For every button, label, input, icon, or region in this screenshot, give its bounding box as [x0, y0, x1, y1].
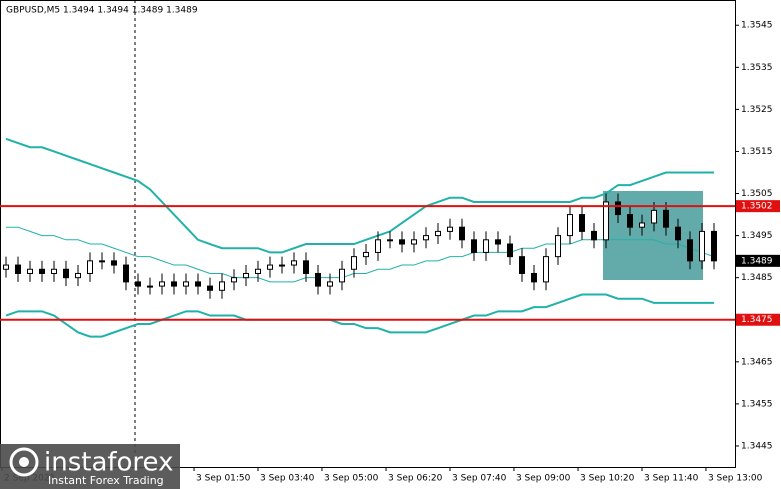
candle-body: [75, 272, 81, 279]
candle-body: [579, 214, 585, 232]
candle-body: [27, 268, 33, 274]
candle-body: [615, 201, 621, 216]
y-tick-label: 1.3515: [741, 147, 773, 157]
candle-body: [375, 239, 381, 253]
candle-body: [495, 239, 501, 245]
y-tick-label: 1.3485: [741, 273, 773, 283]
chart-title: GBPUSD,M5 1.3494 1.3494 1.3489 1.3489: [6, 6, 198, 16]
x-tick-label: 3 Sep 01:50: [196, 474, 251, 484]
candle-body: [363, 251, 369, 258]
candle-body: [507, 243, 513, 258]
candle-body: [147, 285, 153, 288]
candle-body: [291, 260, 297, 266]
candle-body: [399, 239, 405, 245]
brand: instaforex: [44, 448, 173, 478]
candle-body: [471, 239, 477, 253]
candle-body: [627, 214, 633, 228]
y-tick-label: 1.3545: [741, 21, 773, 31]
y-tick-label: 1.3495: [741, 231, 773, 241]
candle-body: [459, 226, 465, 241]
candle-body: [603, 201, 609, 241]
candle-body: [171, 281, 177, 287]
candle-body: [231, 277, 237, 283]
candle-body: [195, 281, 201, 287]
x-tick-label: 3 Sep 06:20: [388, 474, 443, 484]
candle-body: [351, 256, 357, 270]
candle-body: [87, 260, 93, 274]
y-tick-label: 1.3455: [741, 399, 773, 409]
x-tick-label: 3 Sep 03:40: [260, 474, 315, 484]
candle-body: [711, 230, 717, 262]
y-tick-label: 1.3445: [741, 441, 773, 451]
candle-body: [447, 226, 453, 232]
candle-body: [39, 268, 45, 274]
candle-body: [159, 281, 165, 287]
candle-body: [111, 260, 117, 266]
candle-body: [15, 264, 21, 274]
level-label-bg: [736, 313, 780, 326]
candle-body: [267, 264, 273, 270]
candle-body: [339, 268, 345, 283]
candle-body: [699, 230, 705, 262]
candle-body: [255, 268, 261, 274]
level-label: 1.3475: [741, 315, 773, 325]
candle-body: [543, 256, 549, 283]
x-tick-label: 3 Sep 11:40: [644, 474, 699, 484]
candle-body: [519, 256, 525, 274]
logo: [19, 457, 29, 467]
band-line: [5, 137, 714, 254]
candle-body: [411, 239, 417, 245]
candle-body: [423, 235, 429, 241]
logo: [9, 447, 39, 477]
price-label: 1.3489: [741, 256, 773, 266]
x-tick-label: 3 Sep 09:00: [516, 474, 571, 484]
level-label-bg: [736, 200, 780, 213]
candle-body: [99, 260, 105, 263]
candle-body: [639, 222, 645, 228]
candle-body: [207, 285, 213, 291]
candle-body: [123, 264, 129, 283]
candle-body: [483, 239, 489, 253]
candle-body: [687, 239, 693, 262]
tagline: Instant Forex Trading: [48, 474, 164, 487]
level-label: 1.3502: [741, 202, 773, 212]
candle-body: [663, 209, 669, 228]
plot-frame: [0, 0, 736, 468]
candle-body: [435, 230, 441, 237]
candle-body: [3, 264, 9, 270]
y-tick-label: 1.3465: [741, 357, 773, 367]
candle-body: [555, 235, 561, 258]
candle-body: [243, 272, 249, 279]
watermark: instaforex Instant Forex Trading: [0, 444, 180, 489]
candle-body: [675, 226, 681, 241]
candle-body: [135, 281, 141, 287]
candle-body: [387, 239, 393, 242]
price-label-bg: [736, 254, 780, 267]
candle-body: [591, 230, 597, 241]
candle-body: [183, 281, 189, 287]
candle-body: [51, 268, 57, 274]
candle-body: [63, 268, 69, 279]
candle-body: [219, 281, 225, 291]
candle-body: [315, 272, 321, 287]
x-tick-label: 3 Sep 07:40: [452, 474, 507, 484]
y-tick-label: 1.3505: [741, 189, 773, 199]
candle-body: [327, 281, 333, 287]
candle-body: [279, 264, 285, 267]
candle-body: [531, 272, 537, 283]
band-line: [5, 293, 714, 338]
candle-body: [303, 260, 309, 274]
x-tick-label: 3 Sep 13:00: [708, 474, 763, 484]
y-tick-label: 1.3535: [741, 63, 773, 73]
candle-body: [567, 214, 573, 237]
marks: 1.3445 1.3455 1.3465 1.3475 1.3485 1.3495 1.35…: [0, 21, 780, 484]
x-tick-label: 3 Sep 05:00: [324, 474, 379, 484]
candle-body: [651, 209, 657, 224]
x-tick-label: 3 Sep 10:20: [580, 474, 635, 484]
y-tick-label: 1.3525: [741, 105, 773, 115]
